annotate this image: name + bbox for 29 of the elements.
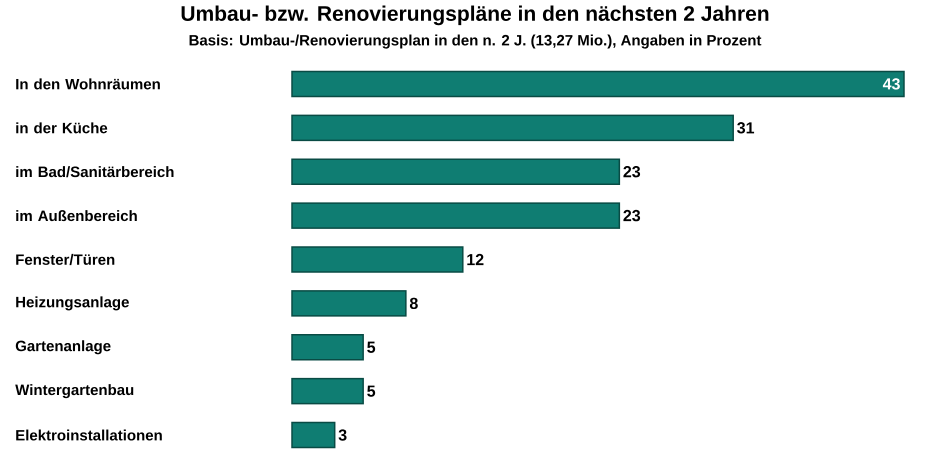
bar	[291, 114, 734, 142]
data-label: 5	[367, 342, 376, 353]
data-label: 23	[623, 210, 640, 222]
bar	[291, 378, 364, 404]
bar	[291, 290, 407, 317]
y-tick-label: In den Wohnräumen	[16, 78, 160, 90]
bar	[291, 334, 364, 361]
chart-subtitle: Basis: Umbau-/Renovierungsplan in den n. 2 J. (13,27 Mio.), Angaben in Prozent	[190, 34, 762, 49]
data-label: 5	[367, 386, 376, 397]
y-tick-label: Fenster/Türen	[16, 254, 114, 266]
y-tick-label: Heizungsanlage	[16, 296, 129, 310]
data-label: 3	[338, 429, 347, 441]
bar	[291, 422, 336, 448]
data-label: 12	[467, 254, 484, 266]
y-tick-label: Elektroinstallationen	[16, 430, 162, 441]
y-tick-label: Wintergartenbau	[15, 384, 134, 398]
y-tick-label: Gartenanlage	[16, 340, 111, 354]
y-tick-label: im Bad/Sanitärbereich	[16, 166, 174, 178]
bar	[291, 158, 620, 185]
data-label: 43	[882, 78, 900, 90]
data-label: 8	[410, 298, 418, 310]
bar	[291, 246, 464, 273]
y-tick-label: in der Küche	[16, 122, 108, 134]
data-label: 31	[737, 122, 754, 134]
bar	[291, 70, 905, 98]
y-tick-label: im Außenbereich	[16, 210, 137, 222]
data-label: 23	[623, 166, 640, 178]
chart-title: Umbau- bzw. Renovierungspläne in den nächsten 2 Jahren	[182, 6, 768, 26]
bar	[291, 202, 620, 229]
